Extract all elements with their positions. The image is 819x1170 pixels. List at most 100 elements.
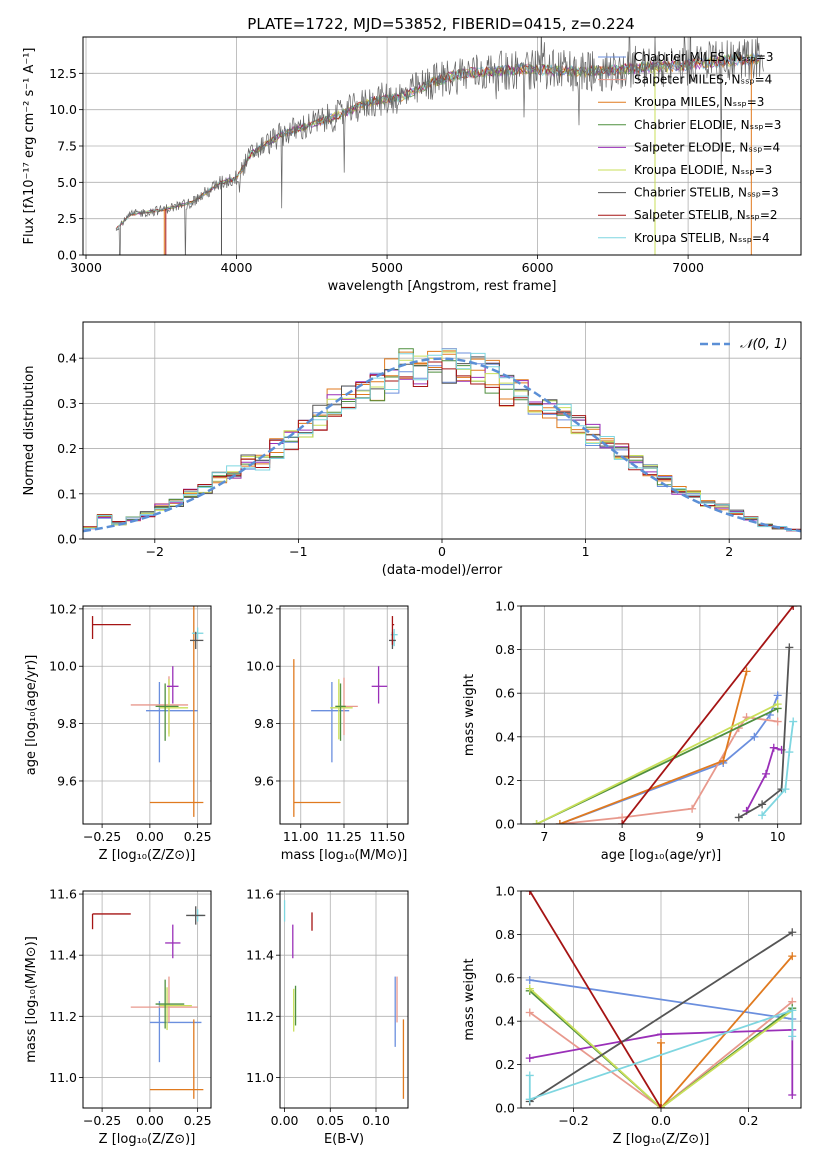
panel-mass_vs_ebv: 0.00 0.05 0.10 11.0 11.2 11.4 11.6 E(B-V) bbox=[246, 887, 409, 1147]
plot-area bbox=[521, 606, 801, 824]
weight-marker bbox=[688, 804, 697, 813]
weight-line bbox=[529, 1001, 793, 1108]
x-tick-label: 8 bbox=[618, 829, 626, 844]
weight-marker bbox=[785, 748, 794, 757]
y-tick-label: 7.5 bbox=[57, 139, 77, 154]
y-tick-label: 0.4 bbox=[495, 1014, 515, 1029]
x-tick-label: 0.00 bbox=[136, 1113, 164, 1128]
x-axis-label: mass [log₁₀(M/M⊙)] bbox=[281, 848, 408, 863]
y-tick-label: 9.6 bbox=[57, 773, 77, 788]
weight-marker bbox=[525, 975, 534, 984]
y-tick-label: 0.2 bbox=[57, 441, 77, 456]
y-tick-label: 2.5 bbox=[57, 211, 77, 226]
plot-area bbox=[521, 891, 801, 1108]
weight-marker bbox=[734, 813, 743, 822]
x-axis-label: Z [log₁₀(Z/Z⊙)] bbox=[99, 848, 196, 863]
weight-marker bbox=[789, 606, 798, 610]
panel-mass_vs_Z: −0.25 0.00 0.25 11.0 11.2 11.4 11.6 Z [log₁₀(Z/… bbox=[24, 887, 212, 1147]
x-tick-label: 7 bbox=[540, 829, 548, 844]
x-tick-label: −0.25 bbox=[83, 829, 121, 844]
legend: Chabrier MILES, Nₛₛₚ=3 Salpeter MILES, Nₛ… bbox=[598, 50, 781, 245]
error-cross bbox=[91, 913, 131, 930]
weight-marker bbox=[555, 820, 564, 824]
legend-label: Kroupa STELIB, Nₛₛₚ=4 bbox=[634, 231, 770, 245]
y-tick-label: 0.2 bbox=[495, 773, 515, 788]
x-axis-label: E(B-V) bbox=[324, 1132, 364, 1147]
weight-marker bbox=[525, 1008, 534, 1017]
x-tick-label: 7000 bbox=[672, 260, 704, 275]
y-tick-label: 0.0 bbox=[495, 817, 515, 832]
error-cross bbox=[390, 628, 398, 647]
x-axis-label: Z [log₁₀(Z/Z⊙)] bbox=[99, 1132, 196, 1147]
x-tick-label: 0.25 bbox=[184, 829, 212, 844]
y-tick-label: 9.6 bbox=[254, 773, 274, 788]
weight-marker bbox=[532, 820, 541, 824]
plot-area bbox=[280, 606, 408, 824]
y-tick-label: 12.5 bbox=[49, 66, 77, 81]
error-cross bbox=[371, 666, 388, 704]
panel-mass_weight_vs_Z: −0.2 0.0 0.2 0.0 0.2 0.4 0.6 0.8 1.0 Z [log₁₀(Z/Z… bbox=[462, 884, 802, 1147]
y-tick-label: 11.2 bbox=[246, 1009, 274, 1024]
x-tick-label: −0.2 bbox=[558, 1113, 588, 1128]
error-cross bbox=[91, 616, 131, 639]
spectrum-data-line bbox=[115, 37, 764, 255]
weight-line bbox=[621, 606, 794, 824]
y-tick-label: 10.2 bbox=[49, 601, 77, 616]
weight-line bbox=[536, 703, 779, 824]
legend-label: Salpeter ELODIE, Nₛₛₚ=4 bbox=[634, 140, 780, 154]
axes-frame bbox=[82, 605, 212, 825]
y-tick-label: 11.4 bbox=[49, 948, 77, 963]
x-tick-label: 0.25 bbox=[184, 1113, 212, 1128]
weight-line bbox=[745, 746, 782, 812]
error-cross bbox=[155, 979, 185, 1029]
x-tick-label: 3000 bbox=[70, 260, 102, 275]
y-tick-label: 0.2 bbox=[495, 1057, 515, 1072]
weight-marker bbox=[788, 952, 797, 961]
weight-line bbox=[559, 671, 748, 824]
x-tick-label: −1 bbox=[289, 544, 307, 559]
histogram-step bbox=[83, 348, 801, 531]
x-tick-label: 5000 bbox=[371, 260, 403, 275]
x-tick-label: 6000 bbox=[522, 260, 554, 275]
axes-frame bbox=[82, 890, 212, 1109]
x-tick-label: −2 bbox=[146, 544, 164, 559]
y-tick-label: 0.3 bbox=[57, 396, 77, 411]
legend-label: 𝒩(0, 1) bbox=[740, 337, 787, 352]
y-tick-label: 10.0 bbox=[246, 659, 274, 674]
x-tick-label: 0.2 bbox=[739, 1113, 759, 1128]
error-cross bbox=[159, 987, 192, 1031]
weight-marker bbox=[657, 1104, 665, 1108]
x-tick-label: 0 bbox=[438, 544, 446, 559]
weight-marker bbox=[750, 732, 759, 741]
weight-marker bbox=[788, 1090, 797, 1099]
y-tick-label: 11.6 bbox=[49, 887, 77, 902]
plot-area bbox=[280, 891, 408, 1108]
x-axis-label: Z [log₁₀(Z/Z⊙)] bbox=[613, 1132, 710, 1147]
error-cross bbox=[191, 627, 204, 639]
error-cross bbox=[149, 1019, 204, 1099]
legend-label: Kroupa MILES, Nₛₛₚ=3 bbox=[634, 95, 764, 109]
y-axis-label: mass [log₁₀(M/M⊙)] bbox=[24, 936, 39, 1063]
panel-spectrum: 3000 4000 5000 6000 7000 0.0 2.5 5.0 7.5 10.0 12.5… bbox=[22, 36, 802, 294]
error-cross bbox=[149, 1001, 202, 1063]
plot-area bbox=[83, 322, 801, 539]
legend-label: Chabrier ELODIE, Nₛₛₚ=3 bbox=[634, 118, 781, 132]
error-cross bbox=[130, 976, 198, 1023]
y-axis-label: age [log₁₀(age/yr)] bbox=[24, 655, 39, 776]
weight-marker bbox=[618, 820, 627, 824]
weight-line bbox=[528, 1009, 794, 1101]
weight-marker bbox=[773, 700, 782, 709]
plot-area bbox=[83, 606, 211, 824]
weight-marker bbox=[769, 743, 778, 752]
error-cross bbox=[189, 631, 204, 650]
weight-line bbox=[761, 721, 795, 816]
legend: 𝒩(0, 1) bbox=[700, 337, 787, 352]
weight-marker bbox=[525, 1054, 534, 1063]
histogram-step bbox=[83, 356, 801, 531]
x-tick-label: 4000 bbox=[221, 260, 253, 275]
y-axis-label: Flux [fλ10⁻¹⁷ erg cm⁻² s⁻¹ A⁻¹] bbox=[22, 48, 37, 245]
weight-marker bbox=[719, 756, 728, 765]
weight-marker bbox=[773, 717, 782, 726]
x-axis-label: age [log₁₀(age/yr)] bbox=[601, 848, 722, 863]
